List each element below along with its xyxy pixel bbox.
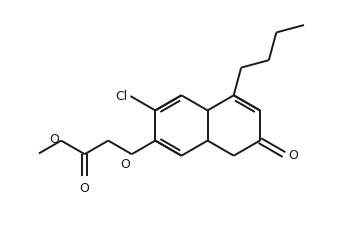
Text: O: O xyxy=(49,133,59,146)
Text: Cl: Cl xyxy=(116,89,128,102)
Text: O: O xyxy=(80,181,90,194)
Text: O: O xyxy=(120,158,130,171)
Text: O: O xyxy=(288,148,298,161)
